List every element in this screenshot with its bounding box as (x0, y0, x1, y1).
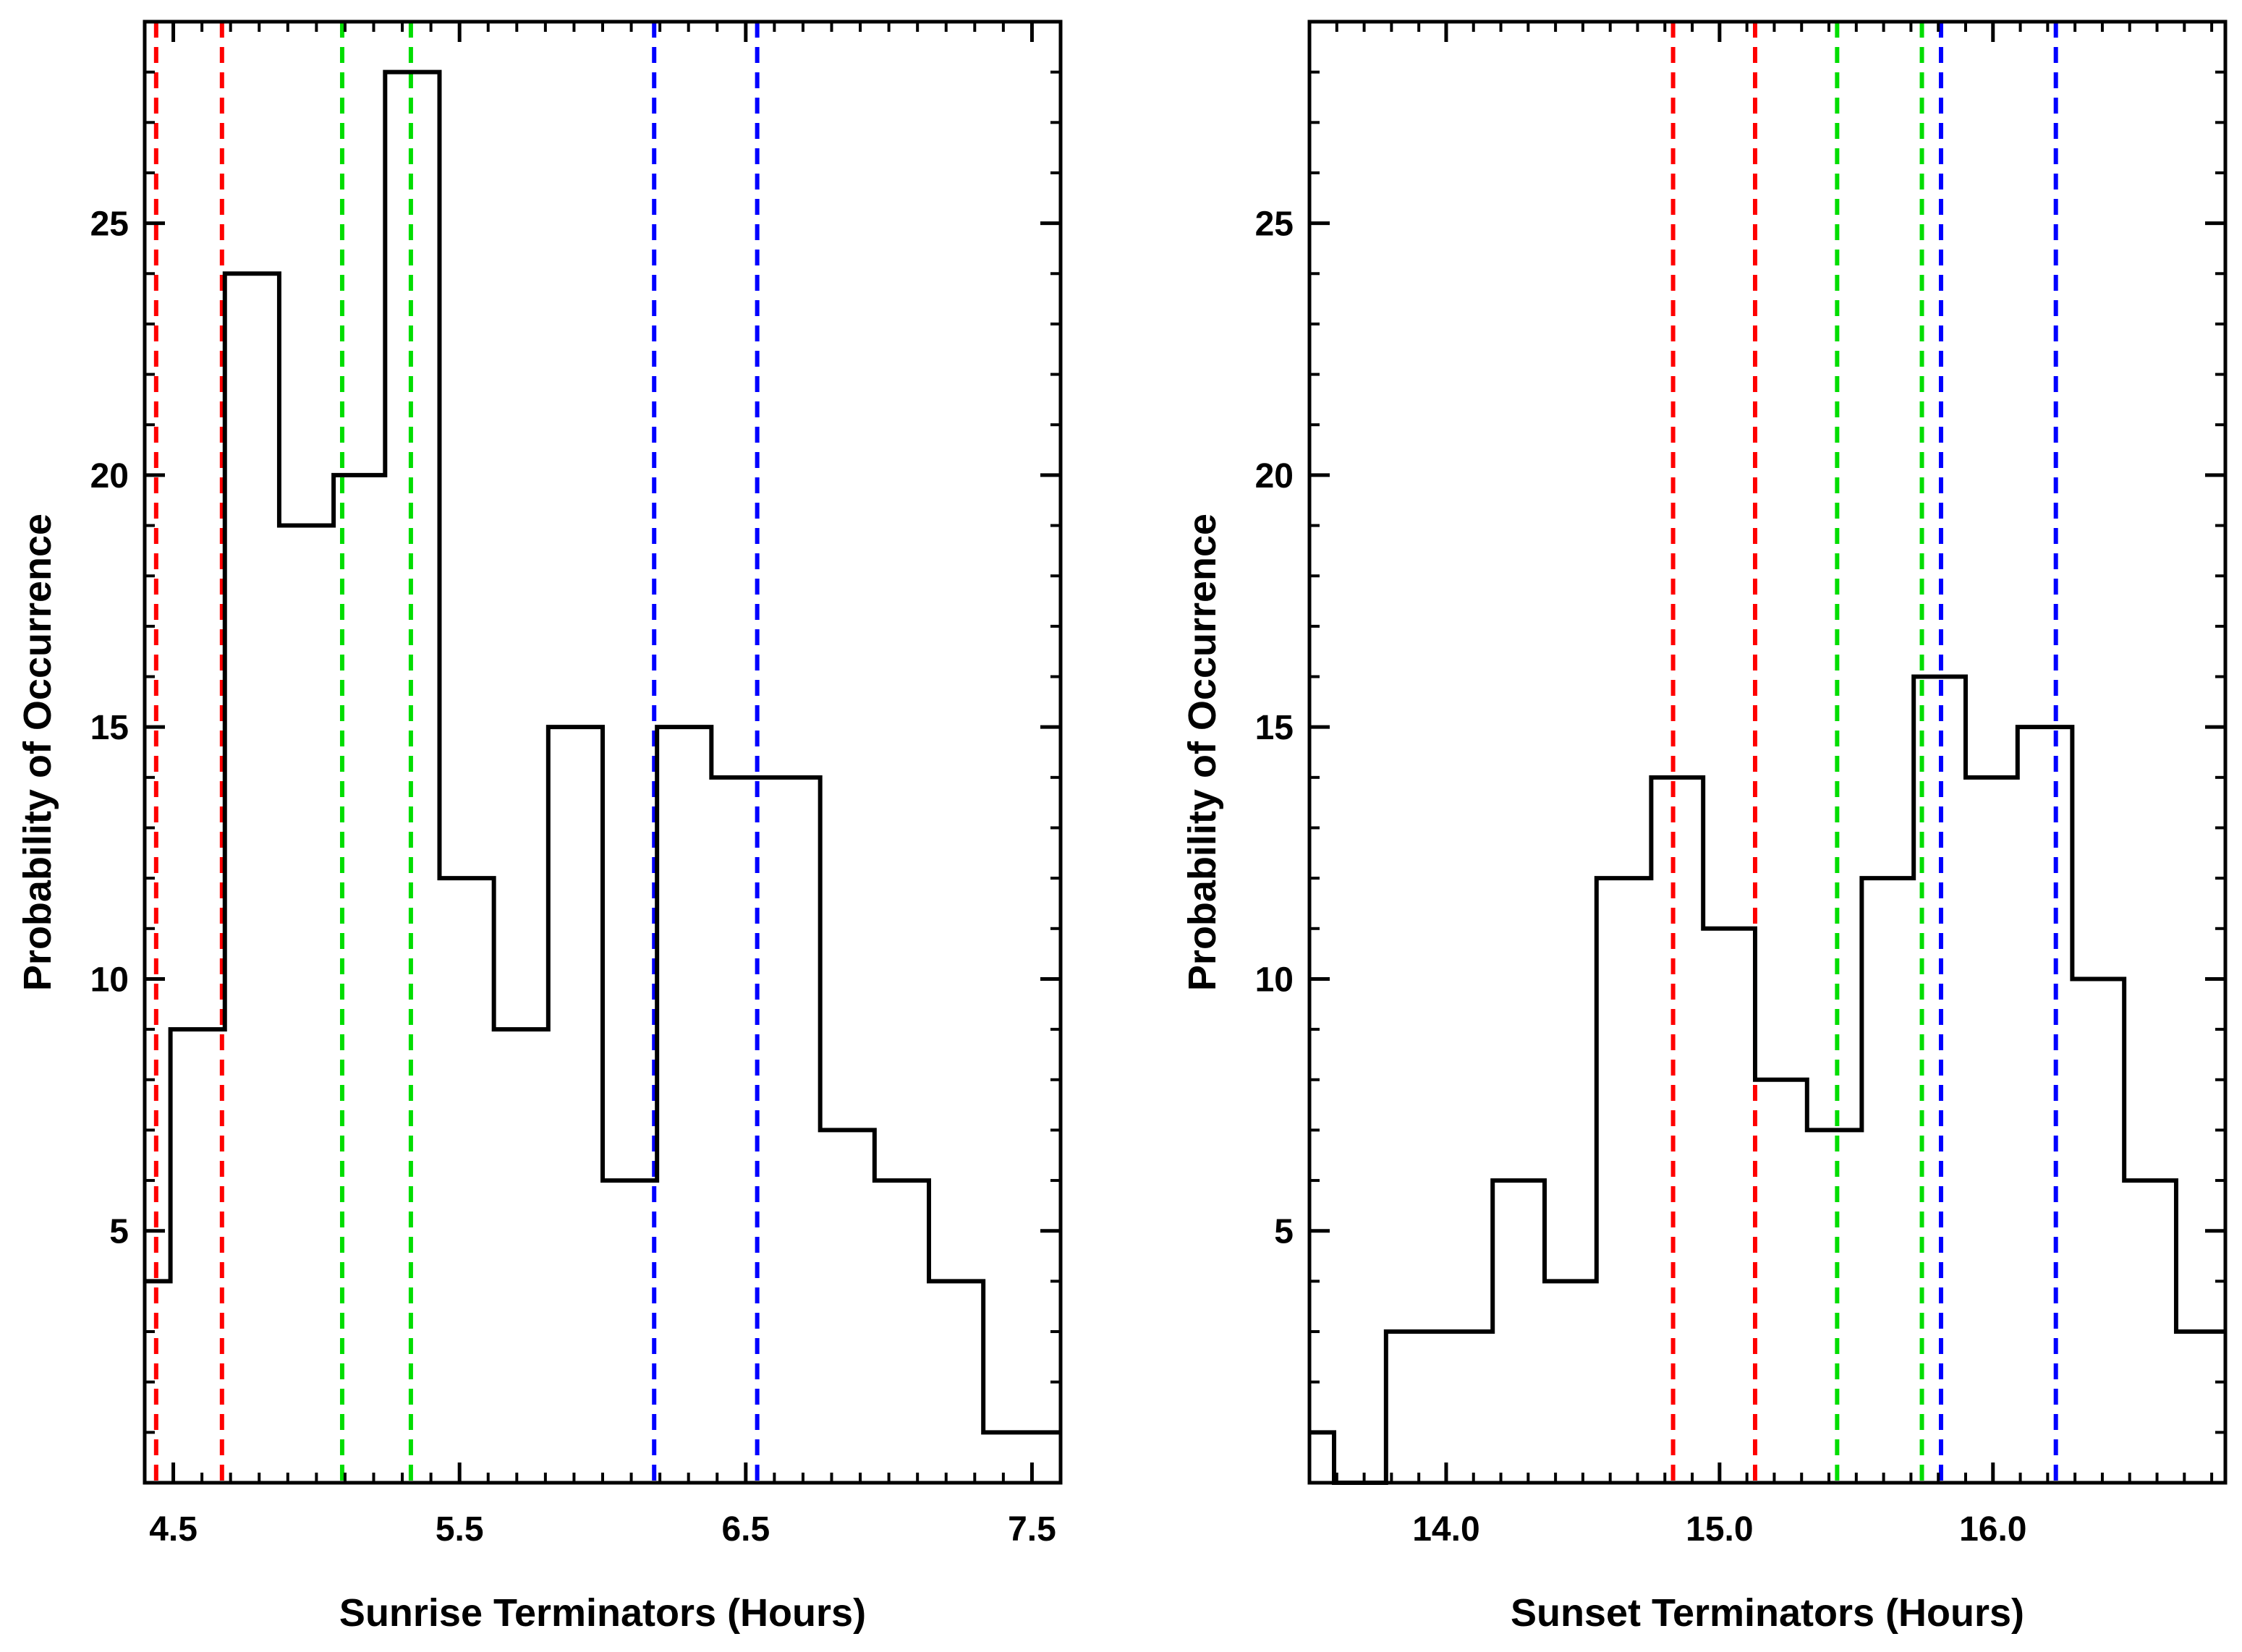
sunset-histogram-outline (1309, 674, 2225, 1485)
sunrise-ytick-label-4: 25 (90, 205, 129, 244)
sunrise-bin-12 (766, 778, 820, 1483)
sunrise-bin-8 (548, 727, 603, 1483)
sunset-xtick-label-0: 14.0 (1412, 1510, 1479, 1549)
sunrise-bin-11 (711, 778, 765, 1483)
sunrise-histogram-panel: 5 10 15 20 25 4.5 5.5 6.5 7.5 Sunrise Terminators… (16, 20, 1063, 1635)
sunset-x-axis-label: Sunset Terminators (Hours) (1511, 1591, 2024, 1635)
sunrise-bin-13 (820, 1130, 875, 1483)
sunset-axes-frame (1307, 20, 2228, 1485)
sunset-bin-10 (1807, 1130, 1862, 1483)
sunset-bin-17 (2176, 1332, 2225, 1483)
sunset-bin-16 (2124, 1180, 2176, 1483)
sunrise-bin-1 (171, 1029, 225, 1483)
sunset-bin-9 (1755, 1080, 1807, 1483)
sunset-bin-6 (1597, 878, 1652, 1483)
sunset-ytick-label-2: 15 (1255, 709, 1294, 747)
sunrise-bin-7 (494, 1029, 548, 1483)
sunset-bin-14 (2018, 727, 2073, 1483)
sunset-bin-2 (1386, 1332, 1438, 1483)
sunrise-bin-3 (279, 526, 334, 1483)
sunrise-bin-10 (657, 727, 711, 1483)
sunset-bin-0 (1309, 1432, 1334, 1483)
sunset-histogram-panel: 5 10 15 20 25 14.0 15.0 16.0 Sunset Terminators … (1181, 20, 2228, 1635)
sunset-ytick-label-4: 25 (1255, 205, 1294, 244)
sunset-y-axis-label: Probability of Occurrence (1181, 514, 1224, 991)
sunrise-bin-2 (225, 273, 279, 1483)
sunrise-bin-5 (385, 72, 439, 1483)
sunrise-ytick-label-1: 10 (90, 961, 129, 999)
sunset-xtick-label-2: 16.0 (1959, 1510, 2026, 1549)
sunrise-xtick-label-0: 4.5 (149, 1510, 198, 1549)
sunset-xtick-label-1: 15.0 (1686, 1510, 1753, 1549)
sunrise-y-axis-label: Probability of Occurrence (16, 514, 59, 991)
sunrise-bin-4 (334, 475, 385, 1483)
sunrise-xtick-label-2: 6.5 (721, 1510, 770, 1549)
sunrise-ytick-label-2: 15 (90, 709, 129, 747)
sunrise-ytick-label-0: 5 (109, 1213, 129, 1251)
sunrise-ytick-label-3: 20 (90, 457, 129, 495)
sunrise-histogram-outline (145, 69, 1061, 1435)
sunset-bin-12 (1914, 677, 1966, 1483)
sunrise-bin-15 (929, 1281, 983, 1483)
sunset-bin-5 (1545, 1281, 1597, 1483)
sunrise-bin-6 (439, 878, 493, 1483)
sunrise-bin-14 (875, 1180, 929, 1483)
sunset-bin-3 (1438, 1332, 1493, 1483)
sunrise-x-axis-label: Sunrise Terminators (Hours) (339, 1591, 866, 1635)
sunset-bin-8 (1703, 929, 1755, 1483)
sunrise-bin-9 (603, 1180, 657, 1483)
sunrise-xtick-label-3: 7.5 (1008, 1510, 1056, 1549)
sunset-bin-7 (1651, 778, 1703, 1483)
sunset-bin-11 (1861, 878, 1914, 1483)
sunset-bin-15 (2072, 979, 2124, 1483)
sunset-bin-13 (1966, 778, 2018, 1483)
sunset-ytick-label-0: 5 (1274, 1213, 1294, 1251)
sunrise-xtick-label-1: 5.5 (436, 1510, 484, 1549)
sunset-bin-4 (1492, 1180, 1545, 1483)
sunset-ytick-label-1: 10 (1255, 961, 1294, 999)
sunrise-bin-16 (983, 1432, 1061, 1483)
sunset-ytick-label-3: 20 (1255, 457, 1294, 495)
